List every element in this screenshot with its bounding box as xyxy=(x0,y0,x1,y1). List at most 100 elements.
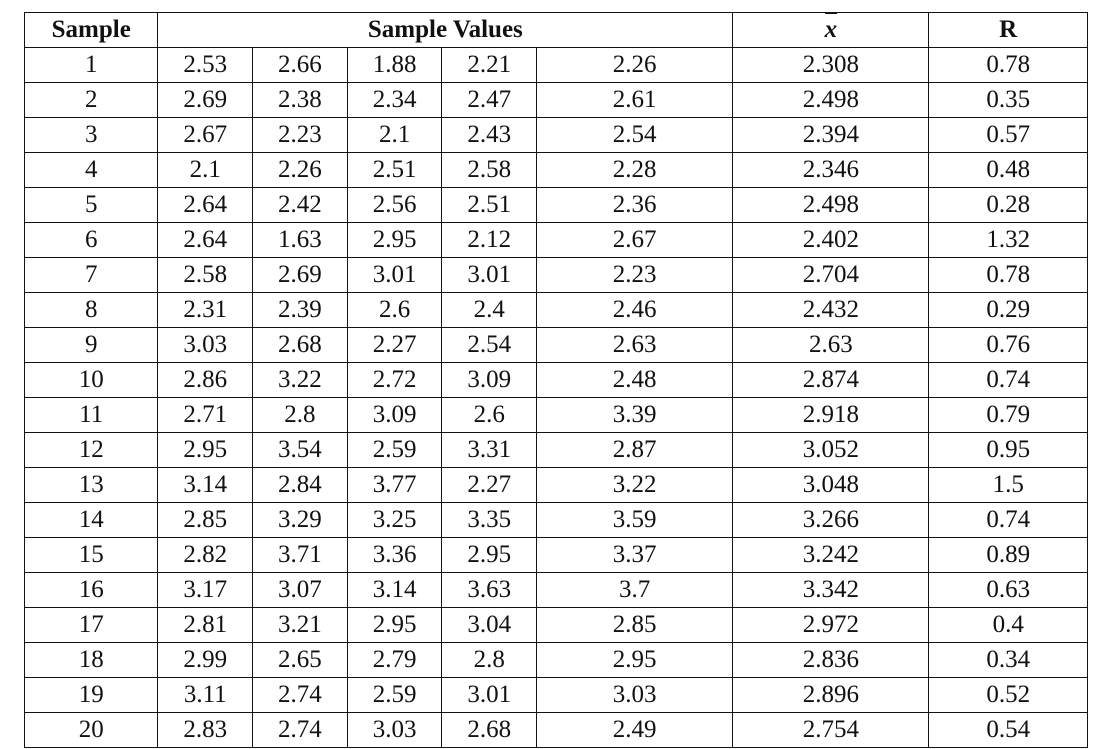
cell-v4: 2.51 xyxy=(442,188,537,223)
cell-r: 0.35 xyxy=(929,83,1088,118)
table-row: 142.853.293.253.353.593.2660.74 xyxy=(25,503,1088,538)
cell-v3: 2.59 xyxy=(347,678,442,713)
cell-v1: 2.99 xyxy=(158,643,253,678)
cell-v2: 2.69 xyxy=(253,258,348,293)
table-row: 112.712.83.092.63.392.9180.79 xyxy=(25,398,1088,433)
cell-v2: 2.68 xyxy=(253,328,348,363)
col-header-xbar: x xyxy=(733,13,929,48)
cell-r: 0.28 xyxy=(929,188,1088,223)
cell-v3: 3.14 xyxy=(347,573,442,608)
cell-v4: 3.01 xyxy=(442,678,537,713)
cell-r: 0.89 xyxy=(929,538,1088,573)
cell-sample: 15 xyxy=(25,538,158,573)
table-row: 152.823.713.362.953.373.2420.89 xyxy=(25,538,1088,573)
cell-v3: 3.77 xyxy=(347,468,442,503)
cell-v5: 2.95 xyxy=(537,643,733,678)
cell-v4: 2.4 xyxy=(442,293,537,328)
cell-v1: 2.81 xyxy=(158,608,253,643)
cell-v2: 3.54 xyxy=(253,433,348,468)
cell-v3: 2.1 xyxy=(347,118,442,153)
cell-xbar: 2.754 xyxy=(733,713,929,748)
cell-v4: 2.43 xyxy=(442,118,537,153)
cell-v2: 2.65 xyxy=(253,643,348,678)
cell-v3: 2.72 xyxy=(347,363,442,398)
cell-v5: 2.26 xyxy=(537,48,733,83)
cell-r: 0.78 xyxy=(929,48,1088,83)
cell-v3: 3.01 xyxy=(347,258,442,293)
cell-r: 0.74 xyxy=(929,363,1088,398)
cell-xbar: 3.048 xyxy=(733,468,929,503)
cell-xbar: 2.394 xyxy=(733,118,929,153)
cell-r: 0.76 xyxy=(929,328,1088,363)
cell-xbar: 2.498 xyxy=(733,188,929,223)
cell-sample: 20 xyxy=(25,713,158,748)
cell-v3: 1.88 xyxy=(347,48,442,83)
cell-v5: 3.7 xyxy=(537,573,733,608)
cell-v2: 3.29 xyxy=(253,503,348,538)
cell-v2: 2.38 xyxy=(253,83,348,118)
cell-v1: 2.67 xyxy=(158,118,253,153)
cell-v4: 3.09 xyxy=(442,363,537,398)
cell-v5: 3.39 xyxy=(537,398,733,433)
cell-v1: 2.64 xyxy=(158,188,253,223)
cell-xbar: 2.308 xyxy=(733,48,929,83)
table-row: 42.12.262.512.582.282.3460.48 xyxy=(25,153,1088,188)
cell-sample: 3 xyxy=(25,118,158,153)
cell-sample: 16 xyxy=(25,573,158,608)
cell-r: 1.5 xyxy=(929,468,1088,503)
col-header-sample-values: Sample Values xyxy=(158,13,733,48)
cell-r: 1.32 xyxy=(929,223,1088,258)
cell-v1: 2.82 xyxy=(158,538,253,573)
cell-xbar: 3.266 xyxy=(733,503,929,538)
cell-xbar: 3.052 xyxy=(733,433,929,468)
cell-sample: 10 xyxy=(25,363,158,398)
cell-v1: 2.1 xyxy=(158,153,253,188)
cell-v5: 2.67 xyxy=(537,223,733,258)
cell-r: 0.78 xyxy=(929,258,1088,293)
cell-v5: 2.61 xyxy=(537,83,733,118)
cell-v2: 2.84 xyxy=(253,468,348,503)
col-header-r: R xyxy=(929,13,1088,48)
cell-v3: 3.25 xyxy=(347,503,442,538)
spc-data-table: Sample Sample Values x R 12.532.661.882.… xyxy=(24,12,1088,748)
cell-v1: 2.71 xyxy=(158,398,253,433)
cell-v4: 2.68 xyxy=(442,713,537,748)
cell-v1: 3.17 xyxy=(158,573,253,608)
cell-sample: 19 xyxy=(25,678,158,713)
cell-v2: 2.26 xyxy=(253,153,348,188)
table-row: 133.142.843.772.273.223.0481.5 xyxy=(25,468,1088,503)
cell-sample: 7 xyxy=(25,258,158,293)
table-row: 52.642.422.562.512.362.4980.28 xyxy=(25,188,1088,223)
cell-xbar: 2.498 xyxy=(733,83,929,118)
cell-v5: 2.36 xyxy=(537,188,733,223)
cell-xbar: 2.432 xyxy=(733,293,929,328)
cell-sample: 18 xyxy=(25,643,158,678)
cell-xbar: 2.918 xyxy=(733,398,929,433)
cell-v5: 3.37 xyxy=(537,538,733,573)
table-row: 62.641.632.952.122.672.4021.32 xyxy=(25,223,1088,258)
cell-xbar: 2.874 xyxy=(733,363,929,398)
cell-v3: 2.95 xyxy=(347,608,442,643)
cell-v4: 2.12 xyxy=(442,223,537,258)
cell-v3: 2.79 xyxy=(347,643,442,678)
cell-v3: 3.09 xyxy=(347,398,442,433)
cell-v3: 2.56 xyxy=(347,188,442,223)
table-body: 12.532.661.882.212.262.3080.7822.692.382… xyxy=(25,48,1088,748)
cell-v5: 3.22 xyxy=(537,468,733,503)
table-row: 172.813.212.953.042.852.9720.4 xyxy=(25,608,1088,643)
cell-v4: 3.01 xyxy=(442,258,537,293)
cell-v2: 3.71 xyxy=(253,538,348,573)
cell-v5: 2.63 xyxy=(537,328,733,363)
cell-v4: 2.6 xyxy=(442,398,537,433)
cell-xbar: 3.242 xyxy=(733,538,929,573)
cell-v3: 3.36 xyxy=(347,538,442,573)
cell-r: 0.34 xyxy=(929,643,1088,678)
cell-v1: 2.95 xyxy=(158,433,253,468)
cell-v2: 1.63 xyxy=(253,223,348,258)
cell-r: 0.4 xyxy=(929,608,1088,643)
cell-r: 0.52 xyxy=(929,678,1088,713)
cell-v1: 3.11 xyxy=(158,678,253,713)
cell-v5: 2.23 xyxy=(537,258,733,293)
cell-v2: 2.66 xyxy=(253,48,348,83)
cell-sample: 1 xyxy=(25,48,158,83)
